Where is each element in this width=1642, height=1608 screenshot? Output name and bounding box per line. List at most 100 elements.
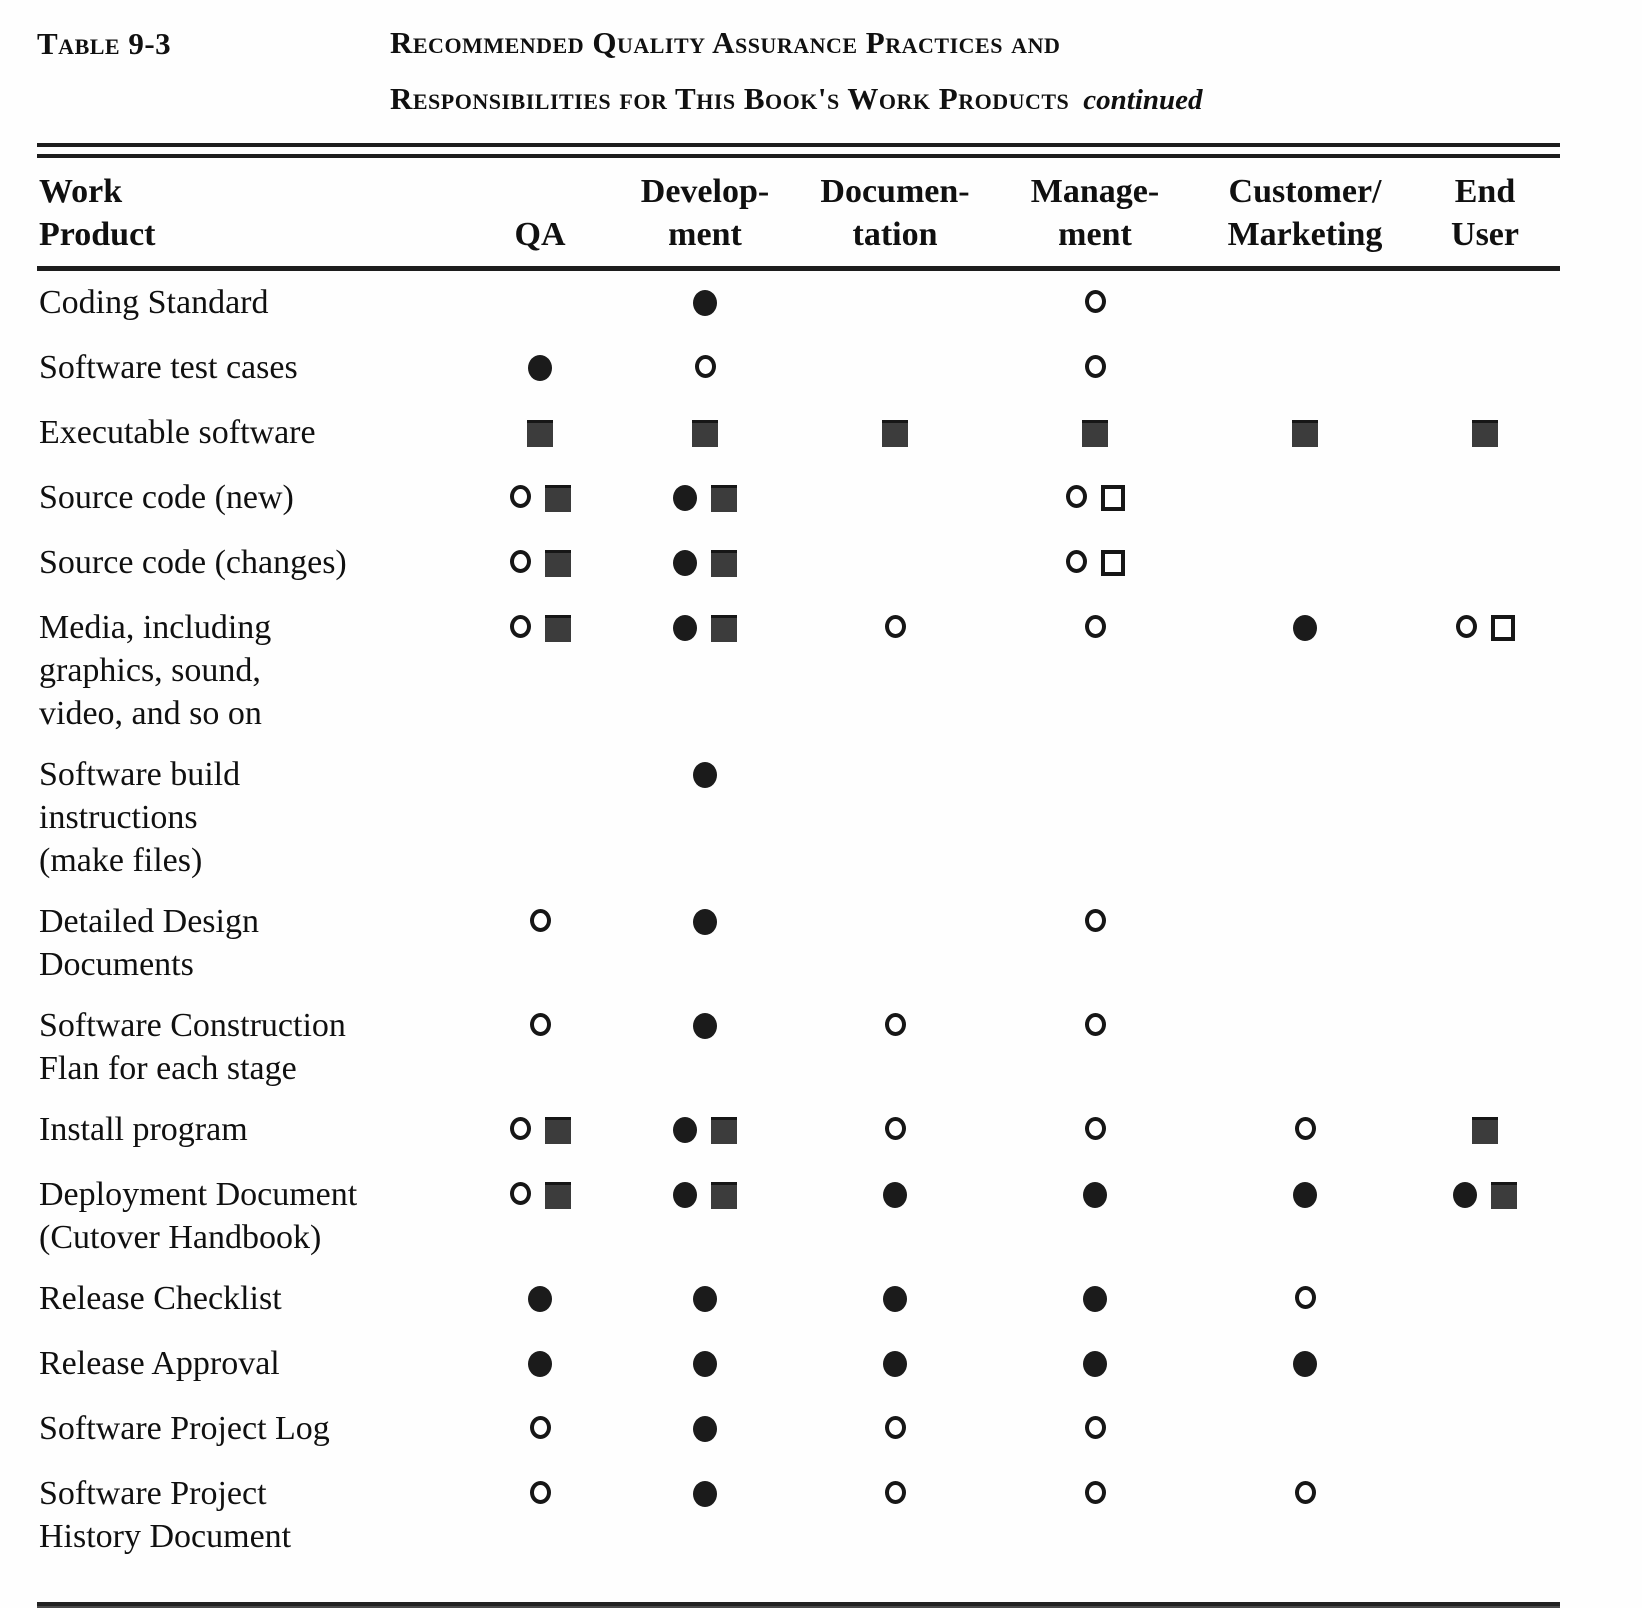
cell-management (990, 269, 1200, 337)
open-circle-symbol (884, 1416, 906, 1439)
column-header-qa: QA (470, 158, 610, 271)
cell-end-user (1410, 466, 1560, 531)
open-circle-symbol (884, 1013, 906, 1036)
cell-qa (470, 1397, 610, 1462)
cell-qa (470, 743, 610, 890)
open-circle-symbol (1084, 1481, 1106, 1504)
cell-management (990, 890, 1200, 994)
cell-documentation (800, 466, 990, 531)
cell-customer-marketing (1200, 1462, 1410, 1566)
open-circle-symbol (529, 909, 551, 932)
cell-management (990, 743, 1200, 890)
open-circle-symbol (1084, 1013, 1106, 1036)
filled-circle-symbol (673, 550, 697, 576)
filled-square-symbol (544, 615, 571, 642)
cell-development (610, 269, 800, 337)
filled-circle-symbol (673, 485, 697, 511)
filled-circle-symbol (673, 1117, 697, 1143)
open-circle-symbol (1294, 1117, 1316, 1140)
table-heading-line-2: Responsibilities for This Book's Work Pr… (390, 81, 1070, 116)
cell-qa (470, 890, 610, 994)
cell-customer-marketing (1200, 401, 1410, 466)
table-row: Source code (new) (37, 466, 1560, 531)
cell-customer-marketing (1200, 1163, 1410, 1267)
column-header-management: Manage-ment (990, 158, 1200, 271)
cell-qa (470, 1267, 610, 1332)
cell-end-user (1410, 336, 1560, 401)
cell-qa (470, 596, 610, 743)
work-product-label: Source code (changes) (39, 544, 347, 581)
cell-management (990, 1397, 1200, 1462)
table-row: Release Checklist (37, 1267, 1560, 1332)
table-heading-line-1: Recommended Quality Assurance Practices … (390, 25, 1061, 60)
filled-circle-symbol (693, 1416, 717, 1442)
cell-development (610, 336, 800, 401)
filled-square-symbol (527, 420, 553, 447)
cell-customer-marketing (1200, 994, 1410, 1098)
open-circle-symbol (1065, 485, 1087, 508)
bottom-rule (37, 1602, 1560, 1608)
cell-qa (470, 1332, 610, 1397)
cell-qa (470, 1098, 610, 1163)
table-row: Software Project Log (37, 1397, 1560, 1462)
cell-development (610, 743, 800, 890)
work-product-label: Release Approval (39, 1345, 280, 1382)
filled-square-symbol (1472, 1117, 1498, 1144)
open-circle-symbol (1084, 909, 1106, 932)
open-square-symbol (1100, 550, 1125, 576)
cell-development (610, 890, 800, 994)
cell-customer-marketing (1200, 466, 1410, 531)
work-product-label: Media, including graphics, sound, video, a… (39, 609, 272, 732)
cell-documentation (800, 1332, 990, 1397)
continued-note: continued (1083, 84, 1203, 116)
filled-square-symbol (1472, 420, 1498, 447)
filled-circle-symbol (693, 1013, 717, 1039)
cell-qa (470, 336, 610, 401)
cell-management (990, 531, 1200, 596)
cell-customer-marketing (1200, 336, 1410, 401)
cell-documentation (800, 336, 990, 401)
qa-table: Work Product QA Develop-ment Documen-tation M… (37, 158, 1560, 1566)
cell-end-user (1410, 1462, 1560, 1566)
table-row: Install program (37, 1098, 1560, 1163)
open-circle-symbol (529, 1416, 551, 1439)
work-product-label: Install program (39, 1111, 248, 1148)
filled-circle-symbol (1083, 1351, 1107, 1377)
work-product-label: Detailed Design Documents (39, 903, 259, 983)
cell-documentation (800, 596, 990, 743)
open-circle-symbol (1294, 1481, 1316, 1504)
filled-circle-symbol (528, 355, 552, 381)
cell-documentation (800, 1098, 990, 1163)
filled-square-symbol (544, 550, 571, 577)
filled-circle-symbol (1293, 1351, 1317, 1377)
cell-end-user (1410, 1332, 1560, 1397)
filled-square-symbol (711, 550, 737, 577)
open-circle-symbol (509, 615, 531, 638)
filled-circle-symbol (1293, 615, 1317, 641)
filled-circle-symbol (693, 1481, 717, 1507)
open-circle-symbol (1084, 615, 1106, 638)
work-product-label: Software test cases (39, 349, 298, 386)
filled-circle-symbol (693, 909, 717, 935)
column-header-development: Develop-ment (610, 158, 800, 271)
table-number-label: Table 9-3 (37, 26, 172, 61)
table-row: Detailed Design Documents (37, 890, 1560, 994)
cell-customer-marketing (1200, 596, 1410, 743)
cell-qa (470, 994, 610, 1098)
cell-documentation (800, 531, 990, 596)
filled-square-symbol (711, 485, 737, 512)
cell-documentation (800, 401, 990, 466)
column-header-customer-marketing: Customer/Marketing (1200, 158, 1410, 271)
filled-circle-symbol (1293, 1182, 1317, 1208)
work-product-label: Deployment Document (Cutover Handbook) (39, 1176, 358, 1256)
cell-development (610, 531, 800, 596)
cell-management (990, 596, 1200, 743)
cell-end-user (1410, 1267, 1560, 1332)
table-row: Media, including graphics, sound, video, a… (37, 596, 1560, 743)
qa-table-body: Coding Standard Software test cases Execut… (37, 269, 1560, 1567)
cell-end-user (1410, 269, 1560, 337)
table-row: Software test cases (37, 336, 1560, 401)
table-row: Executable software (37, 401, 1560, 466)
cell-development (610, 1163, 800, 1267)
cell-qa (470, 466, 610, 531)
